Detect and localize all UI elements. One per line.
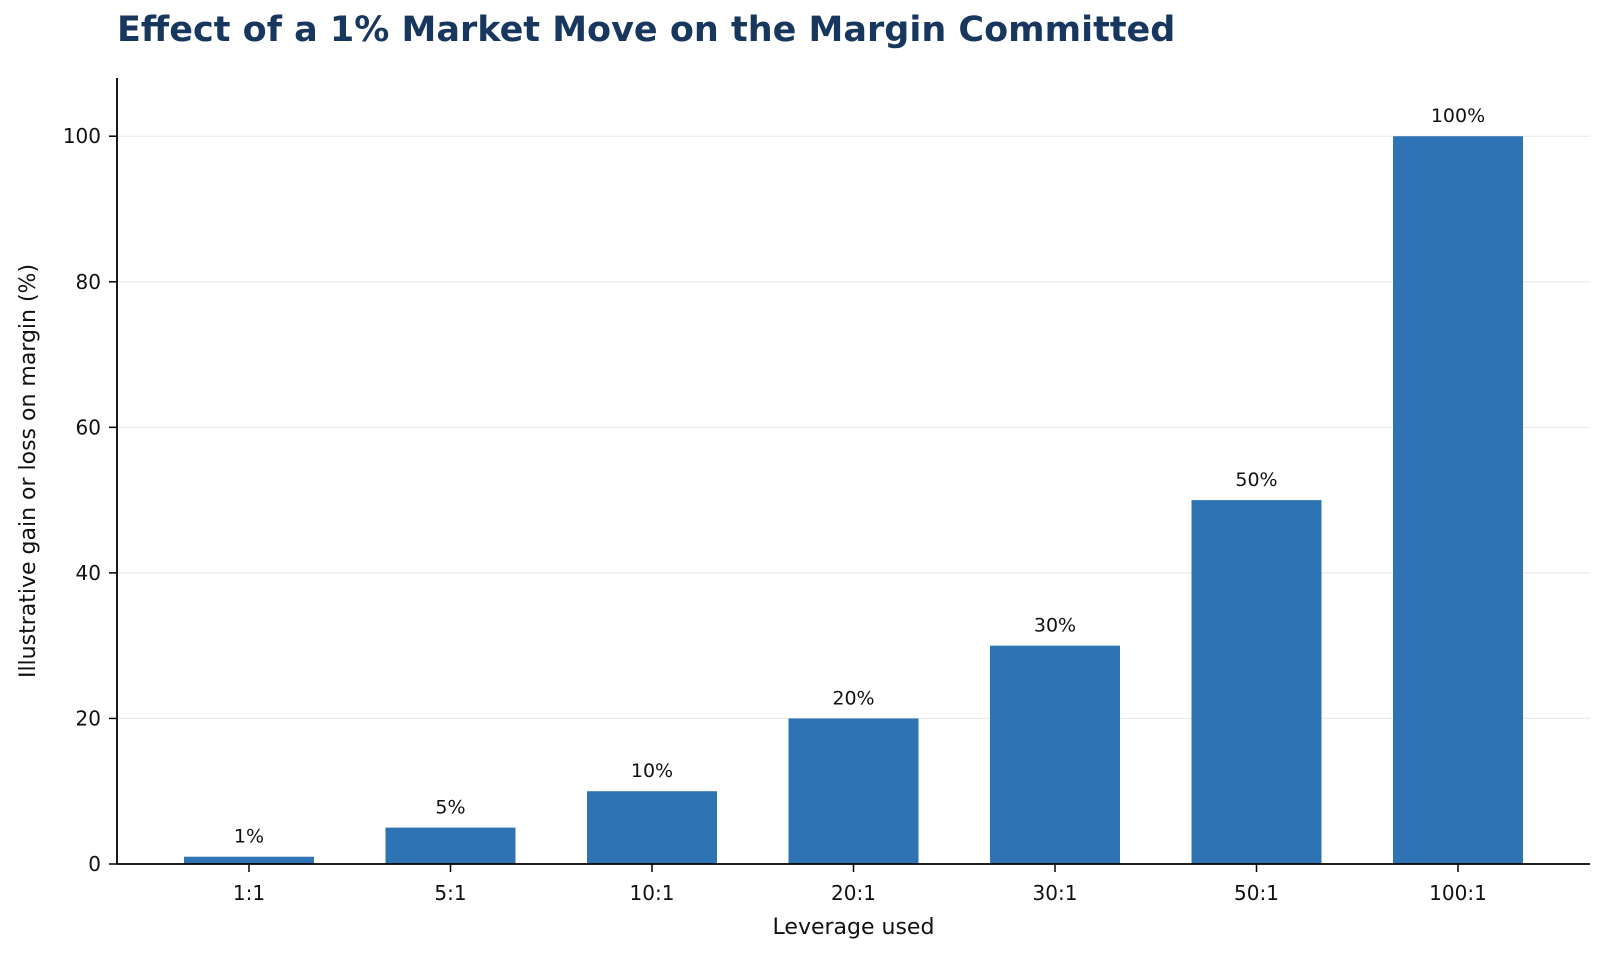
x-axis-ticks: 1:1 5:1 10:1 20:1 30:1 50:1 100:1: [233, 864, 1487, 905]
bar: [1393, 136, 1523, 864]
gridlines: [117, 135, 1590, 720]
x-tick-label: 1:1: [233, 881, 265, 905]
bar: [1191, 500, 1322, 864]
y-tick-label: 40: [76, 561, 101, 585]
chart-title: Effect of a 1% Market Move on the Margin…: [117, 10, 1176, 50]
y-tick-label: 0: [88, 852, 101, 876]
y-axis-ticks: 0 20 40 60 80 100: [63, 124, 117, 876]
bar: [587, 791, 717, 864]
bar: [385, 827, 516, 864]
data-label: 10%: [631, 760, 673, 782]
y-tick-label: 60: [76, 415, 101, 439]
y-tick-label: 80: [76, 270, 101, 294]
data-label: 50%: [1235, 469, 1277, 491]
data-label: 1%: [234, 826, 264, 848]
data-label: 30%: [1034, 615, 1076, 637]
x-tick-label: 10:1: [630, 881, 675, 905]
x-tick-label: 5:1: [434, 881, 466, 905]
bar: [788, 718, 919, 864]
bar: [184, 856, 314, 864]
data-labels: 1% 5% 10% 20% 30% 50% 100%: [234, 105, 1485, 848]
bars: [184, 136, 1523, 864]
y-tick-label: 20: [76, 706, 101, 730]
data-label: 5%: [435, 797, 465, 819]
y-tick-label: 100: [63, 124, 101, 148]
x-tick-label: 20:1: [831, 881, 876, 905]
data-label: 20%: [832, 687, 874, 709]
y-axis-label: Illustrative gain or loss on margin (%): [16, 264, 41, 678]
x-tick-label: 100:1: [1429, 881, 1487, 905]
x-tick-label: 50:1: [1234, 881, 1279, 905]
data-label: 100%: [1431, 105, 1485, 127]
x-tick-label: 30:1: [1033, 881, 1078, 905]
x-axis-label: Leverage used: [773, 915, 935, 940]
bar: [990, 645, 1120, 864]
